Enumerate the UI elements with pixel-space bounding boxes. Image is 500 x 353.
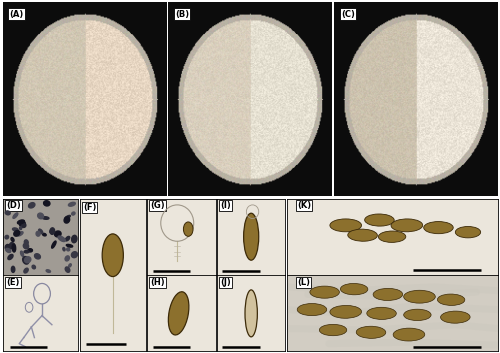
Ellipse shape bbox=[72, 235, 77, 243]
Ellipse shape bbox=[348, 229, 378, 241]
Ellipse shape bbox=[54, 231, 61, 237]
Ellipse shape bbox=[66, 244, 72, 247]
Text: (D): (D) bbox=[6, 201, 21, 210]
Ellipse shape bbox=[38, 213, 44, 219]
Ellipse shape bbox=[13, 213, 18, 219]
Ellipse shape bbox=[424, 222, 453, 234]
Ellipse shape bbox=[65, 256, 70, 261]
Text: (I): (I) bbox=[220, 201, 231, 210]
Ellipse shape bbox=[68, 264, 71, 267]
Ellipse shape bbox=[24, 243, 28, 249]
Ellipse shape bbox=[28, 249, 32, 252]
Ellipse shape bbox=[297, 304, 326, 316]
Ellipse shape bbox=[42, 217, 49, 219]
Ellipse shape bbox=[12, 228, 18, 231]
Ellipse shape bbox=[24, 268, 28, 273]
Ellipse shape bbox=[20, 251, 24, 256]
Ellipse shape bbox=[6, 249, 11, 252]
Ellipse shape bbox=[34, 254, 40, 259]
Ellipse shape bbox=[32, 265, 35, 269]
Ellipse shape bbox=[184, 222, 193, 236]
Ellipse shape bbox=[28, 203, 35, 208]
Ellipse shape bbox=[44, 202, 47, 205]
Ellipse shape bbox=[5, 245, 10, 251]
Ellipse shape bbox=[65, 215, 70, 219]
Text: (J): (J) bbox=[220, 278, 231, 287]
Ellipse shape bbox=[66, 237, 70, 241]
Ellipse shape bbox=[340, 283, 368, 295]
Ellipse shape bbox=[393, 328, 425, 341]
Ellipse shape bbox=[52, 241, 56, 248]
Ellipse shape bbox=[50, 230, 53, 234]
Ellipse shape bbox=[72, 212, 75, 215]
Ellipse shape bbox=[456, 227, 480, 238]
Ellipse shape bbox=[8, 255, 13, 259]
Ellipse shape bbox=[356, 326, 386, 339]
Ellipse shape bbox=[5, 235, 8, 239]
Ellipse shape bbox=[24, 257, 31, 263]
Ellipse shape bbox=[12, 266, 15, 273]
Ellipse shape bbox=[244, 213, 258, 260]
Ellipse shape bbox=[373, 288, 402, 300]
Ellipse shape bbox=[72, 252, 78, 258]
Ellipse shape bbox=[50, 228, 54, 234]
Ellipse shape bbox=[18, 232, 23, 236]
Text: (E): (E) bbox=[6, 278, 20, 287]
Ellipse shape bbox=[58, 236, 66, 241]
Ellipse shape bbox=[438, 294, 465, 305]
Ellipse shape bbox=[14, 231, 20, 236]
Ellipse shape bbox=[440, 311, 470, 323]
Ellipse shape bbox=[12, 244, 16, 252]
Ellipse shape bbox=[11, 238, 14, 241]
Text: (L): (L) bbox=[297, 278, 310, 287]
Ellipse shape bbox=[68, 202, 75, 206]
Ellipse shape bbox=[404, 290, 436, 303]
Ellipse shape bbox=[42, 233, 46, 236]
Ellipse shape bbox=[10, 243, 15, 249]
Ellipse shape bbox=[367, 307, 396, 319]
Ellipse shape bbox=[404, 309, 431, 321]
Text: (K): (K) bbox=[297, 201, 312, 210]
Ellipse shape bbox=[378, 231, 406, 243]
Ellipse shape bbox=[24, 251, 29, 253]
Ellipse shape bbox=[44, 201, 50, 206]
Ellipse shape bbox=[20, 227, 22, 229]
Ellipse shape bbox=[310, 286, 340, 298]
Ellipse shape bbox=[63, 247, 65, 251]
Ellipse shape bbox=[330, 219, 362, 232]
Ellipse shape bbox=[24, 240, 28, 245]
Text: (F): (F) bbox=[83, 203, 96, 213]
Ellipse shape bbox=[391, 219, 422, 232]
Ellipse shape bbox=[22, 223, 26, 227]
Ellipse shape bbox=[330, 305, 362, 318]
Text: (H): (H) bbox=[150, 278, 165, 287]
Ellipse shape bbox=[320, 324, 347, 336]
Ellipse shape bbox=[245, 290, 258, 337]
Ellipse shape bbox=[64, 217, 70, 223]
Ellipse shape bbox=[8, 245, 14, 249]
Text: (C): (C) bbox=[341, 10, 355, 18]
Text: (A): (A) bbox=[9, 10, 24, 18]
Ellipse shape bbox=[168, 292, 189, 335]
Ellipse shape bbox=[5, 211, 10, 215]
Ellipse shape bbox=[22, 257, 29, 264]
Ellipse shape bbox=[66, 248, 70, 251]
Ellipse shape bbox=[102, 234, 124, 276]
Ellipse shape bbox=[65, 267, 70, 272]
Ellipse shape bbox=[36, 231, 40, 236]
Ellipse shape bbox=[38, 229, 42, 234]
Ellipse shape bbox=[20, 221, 26, 227]
Text: (G): (G) bbox=[150, 201, 165, 210]
Ellipse shape bbox=[18, 220, 24, 224]
Ellipse shape bbox=[364, 214, 394, 226]
Ellipse shape bbox=[46, 270, 50, 273]
Text: (B): (B) bbox=[175, 10, 189, 18]
